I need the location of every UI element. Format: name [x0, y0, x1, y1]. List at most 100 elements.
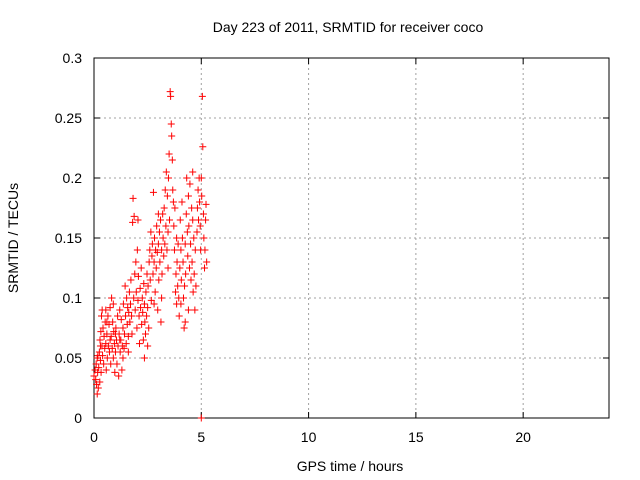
data-point: [154, 306, 162, 314]
data-point: [131, 270, 139, 278]
data-point: [166, 216, 174, 224]
data-point: [184, 306, 192, 314]
data-point: [134, 296, 142, 304]
data-point: [183, 228, 191, 236]
y-tick-label: 0.25: [55, 110, 82, 126]
data-point: [162, 168, 170, 176]
data-point: [186, 180, 194, 188]
data-point: [154, 210, 162, 218]
data-point: [108, 344, 116, 352]
data-point: [184, 192, 192, 200]
data-point: [165, 150, 173, 158]
data-point: [111, 330, 119, 338]
grid-lines: [94, 58, 609, 418]
data-point: [177, 246, 185, 254]
data-point: [143, 312, 151, 320]
data-point: [172, 270, 180, 278]
y-tick-label: 0.05: [55, 350, 82, 366]
data-point: [193, 204, 201, 212]
data-point: [134, 216, 142, 224]
data-point: [176, 216, 184, 224]
data-point: [136, 284, 144, 292]
data-point: [168, 132, 176, 140]
data-point: [171, 204, 179, 212]
y-tick-label: 0.15: [55, 230, 82, 246]
data-point: [197, 414, 205, 422]
data-point: [119, 300, 127, 308]
data-point: [161, 240, 169, 248]
x-tick-label: 0: [90, 429, 98, 445]
data-point: [103, 318, 111, 326]
data-point: [196, 222, 204, 230]
data-point: [118, 366, 126, 374]
data-point: [198, 192, 206, 200]
data-point: [122, 312, 130, 320]
data-point: [176, 264, 184, 272]
data-point: [140, 280, 148, 288]
data-point: [148, 252, 156, 260]
data-point: [127, 276, 135, 284]
data-point: [103, 354, 111, 362]
data-point: [151, 288, 159, 296]
data-point: [193, 228, 201, 236]
data-point: [158, 270, 166, 278]
data-point: [125, 288, 133, 296]
data-point: [133, 324, 141, 332]
data-point: [190, 234, 198, 242]
data-point: [147, 228, 155, 236]
data-point: [144, 282, 152, 290]
data-point: [164, 264, 172, 272]
data-point: [172, 288, 180, 296]
data-point: [174, 240, 182, 248]
data-point: [109, 300, 117, 308]
data-point: [109, 354, 117, 362]
data-point: [177, 300, 185, 308]
y-tick-label: 0: [74, 410, 82, 426]
data-point: [100, 360, 108, 368]
data-point: [169, 186, 177, 194]
x-tick-label: 5: [197, 429, 205, 445]
data-point: [122, 340, 130, 348]
data-point: [120, 330, 128, 338]
data-point: [128, 330, 136, 338]
data-point: [192, 282, 200, 290]
data-point: [124, 348, 132, 356]
data-point: [101, 344, 109, 352]
data-point: [142, 330, 149, 338]
data-point: [195, 216, 203, 224]
data-point: [200, 234, 208, 242]
data-point: [142, 288, 150, 296]
y-axis-title: SRMTID / TECUs: [5, 183, 21, 293]
data-point: [169, 198, 177, 206]
data-point: [153, 222, 161, 230]
data-point: [153, 248, 161, 256]
data-point: [141, 318, 149, 326]
data-point: [140, 354, 148, 362]
data-point: [102, 366, 110, 374]
data-point: [134, 272, 142, 280]
data-point: [96, 342, 104, 350]
y-tick-label: 0.2: [63, 170, 83, 186]
data-point: [124, 332, 132, 340]
data-point: [119, 324, 127, 332]
data-point: [93, 390, 101, 398]
data-point: [116, 348, 124, 356]
y-tick-label: 0.1: [63, 290, 83, 306]
data-point: [114, 312, 122, 320]
data-point: [167, 120, 175, 128]
data-point: [94, 384, 102, 392]
data-points: [90, 88, 211, 422]
chart-title: Day 223 of 2011, SRMTID for receiver coc…: [213, 19, 484, 35]
data-point: [197, 174, 205, 182]
data-point: [130, 212, 138, 220]
data-point: [179, 258, 187, 266]
data-point: [202, 216, 210, 224]
data-point: [175, 312, 183, 320]
data-point: [168, 156, 176, 164]
data-point: [183, 174, 191, 182]
data-point: [97, 328, 105, 336]
data-point: [162, 222, 170, 230]
data-point: [126, 318, 134, 326]
data-point: [199, 210, 207, 218]
data-point: [154, 240, 162, 248]
